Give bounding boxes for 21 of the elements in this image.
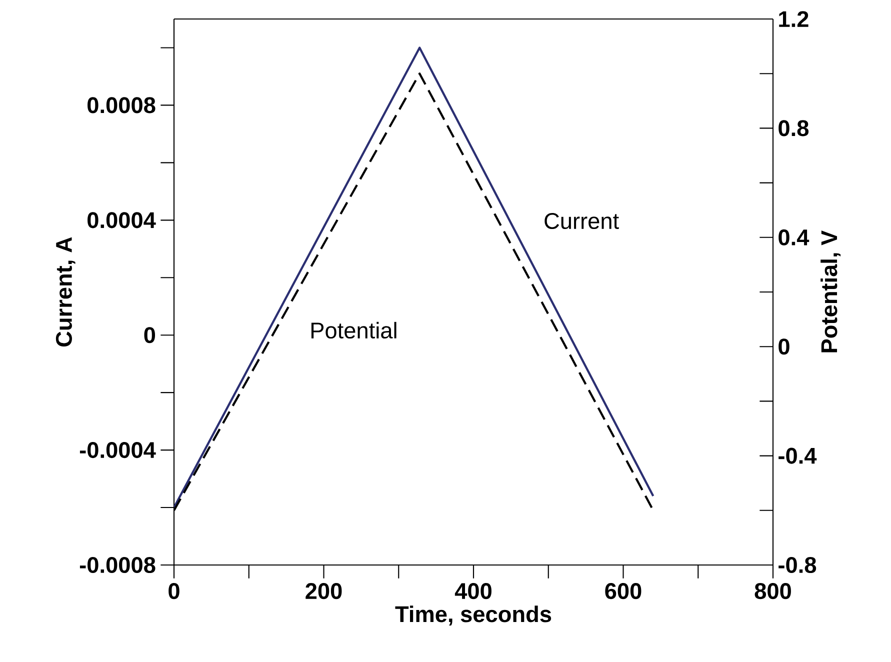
y2-tick-label: 0.8 bbox=[778, 120, 809, 136]
x-tick-label: 600 bbox=[605, 583, 642, 600]
y-tick-label: 0.0004 bbox=[88, 212, 156, 228]
x-tick-label: 400 bbox=[454, 583, 492, 600]
series-label: Current bbox=[544, 212, 619, 230]
y-tick-label: 0.0008 bbox=[88, 97, 156, 114]
x-tick-label: 800 bbox=[754, 583, 791, 600]
y-axis-title: Current, A bbox=[56, 237, 76, 346]
y-tick-label: 0 bbox=[144, 327, 156, 344]
y2-tick-label: 0.4 bbox=[778, 229, 810, 246]
series-label: Potential bbox=[311, 322, 396, 339]
x-axis-title: Time, seconds bbox=[395, 606, 552, 626]
y2-tick-label: -0.8 bbox=[778, 556, 816, 574]
y2-tick-label: 1.2 bbox=[779, 11, 808, 27]
x-tick-label: 0 bbox=[168, 583, 180, 600]
y-tick-label: -0.0008 bbox=[80, 556, 156, 574]
y-tick-label: -0.0004 bbox=[80, 442, 156, 458]
x-tick-label: 200 bbox=[306, 583, 342, 600]
y2-tick-label: -0.4 bbox=[778, 448, 817, 464]
y2-tick-label: 0 bbox=[778, 338, 790, 355]
y2-axis-title: Potential, V bbox=[820, 230, 841, 352]
